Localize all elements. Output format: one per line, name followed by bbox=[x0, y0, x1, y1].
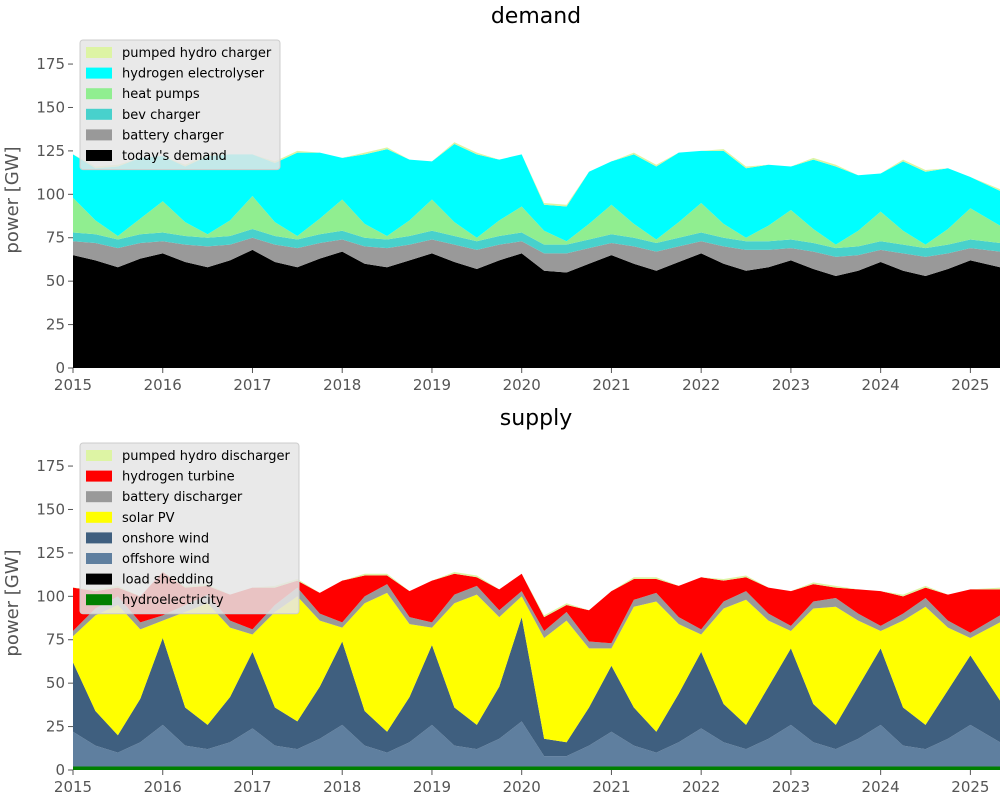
area-today-s-demand bbox=[73, 249, 1000, 368]
supply-xticks: 2015 2016 2017 2018 2019 2020 2021 2022 2023 2024… bbox=[54, 770, 989, 796]
ytick-label: 75 bbox=[46, 631, 65, 649]
legend-label-battery-charger: battery charger bbox=[122, 128, 224, 143]
demand-yticks: 0 25 50 75 100 125 150 175 bbox=[36, 55, 73, 377]
legend-label-hydrogen-turbine: hydrogen turbine bbox=[122, 470, 235, 485]
demand-areas bbox=[73, 142, 1000, 368]
legend-swatch-pumped-hydro-discharger bbox=[86, 450, 112, 461]
ytick-label: 150 bbox=[36, 500, 65, 518]
legend-swatch-bev-charger bbox=[86, 108, 112, 120]
area-hydrogen-turbine bbox=[73, 572, 1000, 644]
ytick-label: 0 bbox=[55, 359, 65, 377]
xtick-label: 2019 bbox=[413, 778, 451, 796]
legend-swatch-solar-pv bbox=[86, 511, 112, 523]
legend-swatch-onshore-wind bbox=[86, 532, 112, 544]
legend-swatch-battery-charger bbox=[86, 129, 112, 141]
legend-swatch-hydroelectricity bbox=[86, 594, 112, 606]
area-solar-pv bbox=[73, 592, 1000, 743]
ytick-label: 125 bbox=[36, 142, 65, 160]
xtick-label: 2025 bbox=[951, 376, 989, 394]
xtick-label: 2019 bbox=[413, 376, 451, 394]
ytick-label: 150 bbox=[36, 98, 65, 116]
ytick-label: 175 bbox=[36, 457, 65, 475]
xtick-label: 2025 bbox=[951, 778, 989, 796]
xtick-label: 2024 bbox=[862, 778, 900, 796]
supply-areas bbox=[73, 572, 1000, 770]
legend-label-offshore-wind: offshore wind bbox=[122, 552, 210, 567]
ytick-label: 50 bbox=[46, 674, 65, 692]
legend-label-onshore-wind: onshore wind bbox=[122, 531, 209, 546]
area-bev-charger bbox=[73, 229, 1000, 257]
area-offshore-wind bbox=[73, 721, 1000, 767]
xtick-label: 2018 bbox=[323, 376, 361, 394]
supply-legend: pumped hydro discharger hydrogen turbine b… bbox=[79, 442, 300, 615]
xtick-label: 2016 bbox=[144, 778, 182, 796]
demand-xticks: 2015 2016 2017 2018 2019 2020 2021 2022 2023 2024… bbox=[54, 368, 989, 394]
xtick-label: 2017 bbox=[233, 778, 271, 796]
area-battery-discharger bbox=[73, 584, 1000, 649]
legend-swatch-hydrogen-turbine bbox=[86, 470, 112, 482]
legend-swatch-battery-discharger bbox=[86, 491, 112, 503]
legend-label-load-shedding: load shedding bbox=[122, 573, 214, 588]
supply-title: supply bbox=[500, 406, 572, 431]
demand-title: demand bbox=[491, 4, 581, 29]
xtick-label: 2016 bbox=[144, 376, 182, 394]
legend-label-hydrogen-electrolyser: hydrogen electrolyser bbox=[122, 67, 265, 82]
legend-label-today-s-demand: today's demand bbox=[122, 149, 227, 164]
legend-frame bbox=[79, 39, 281, 171]
legend-swatch-heat-pumps bbox=[86, 88, 112, 100]
legend-frame bbox=[79, 442, 300, 615]
xtick-label: 2023 bbox=[772, 778, 810, 796]
legend-label-solar-pv: solar PV bbox=[122, 511, 175, 526]
xtick-label: 2015 bbox=[54, 376, 92, 394]
xtick-label: 2015 bbox=[54, 778, 92, 796]
ytick-label: 175 bbox=[36, 55, 65, 73]
legend-swatch-pumped-hydro-charger bbox=[86, 47, 112, 58]
legend-swatch-offshore-wind bbox=[86, 553, 112, 564]
xtick-label: 2024 bbox=[862, 376, 900, 394]
legend-label-pumped-hydro-discharger: pumped hydro discharger bbox=[122, 449, 290, 464]
xtick-label: 2020 bbox=[503, 376, 541, 394]
area-hydroelectricity bbox=[73, 766, 1000, 770]
legend-swatch-load-shedding bbox=[86, 573, 112, 585]
legend-swatch-today-s-demand bbox=[86, 150, 112, 161]
supply-panel: supply power [GW] 2015 2016 2017 2018 2019 20… bbox=[2, 406, 1000, 796]
xtick-label: 2022 bbox=[682, 778, 720, 796]
legend-label-heat-pumps: heat pumps bbox=[122, 87, 200, 102]
xtick-label: 2022 bbox=[682, 376, 720, 394]
demand-legend: pumped hydro charger hydrogen electrolyse… bbox=[79, 39, 281, 171]
ytick-label: 25 bbox=[46, 718, 65, 736]
area-onshore-wind bbox=[73, 617, 1000, 757]
ytick-label: 100 bbox=[36, 587, 65, 605]
legend-label-pumped-hydro-charger: pumped hydro charger bbox=[122, 46, 272, 61]
area-heat-pumps bbox=[73, 196, 1000, 249]
demand-ylabel: power [GW] bbox=[2, 146, 23, 253]
legend-label-bev-charger: bev charger bbox=[122, 108, 201, 123]
ytick-label: 100 bbox=[36, 185, 65, 203]
ytick-label: 75 bbox=[46, 229, 65, 247]
xtick-label: 2023 bbox=[772, 376, 810, 394]
demand-panel: demand power [GW] 2015 2016 2017 2018 2019 20… bbox=[2, 4, 1000, 394]
xtick-label: 2021 bbox=[592, 376, 630, 394]
area-hydrogen-electrolyser bbox=[73, 143, 1000, 245]
xtick-label: 2020 bbox=[503, 778, 541, 796]
legend-label-battery-discharger: battery discharger bbox=[122, 490, 243, 505]
xtick-label: 2021 bbox=[592, 778, 630, 796]
ytick-label: 0 bbox=[55, 761, 65, 779]
ytick-label: 25 bbox=[46, 316, 65, 334]
supply-ylabel: power [GW] bbox=[2, 549, 23, 656]
ytick-label: 50 bbox=[46, 272, 65, 290]
ytick-label: 125 bbox=[36, 544, 65, 562]
area-battery-charger bbox=[73, 237, 1000, 276]
legend-label-hydroelectricity: hydroelectricity bbox=[122, 593, 224, 608]
legend-swatch-hydrogen-electrolyser bbox=[86, 67, 112, 79]
supply-yticks: 0 25 50 75 100 125 150 175 bbox=[36, 457, 73, 779]
xtick-label: 2018 bbox=[323, 778, 361, 796]
xtick-label: 2017 bbox=[233, 376, 271, 394]
